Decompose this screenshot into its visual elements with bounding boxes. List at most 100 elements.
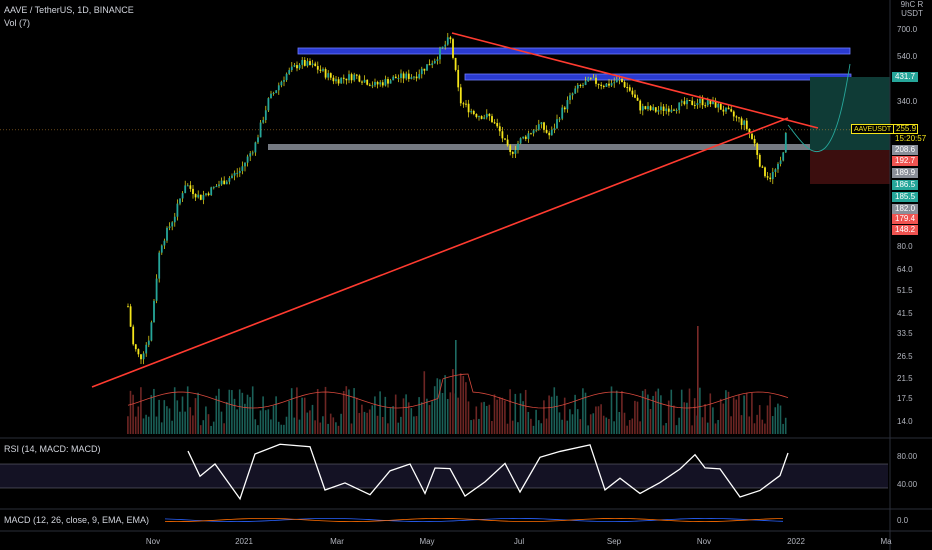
candle-body <box>358 75 361 82</box>
candle-body <box>449 37 452 40</box>
candle-body <box>197 194 200 198</box>
candle-body <box>758 154 761 167</box>
volume-bar <box>290 388 293 434</box>
volume-bar <box>745 392 748 434</box>
volume-bar <box>283 424 285 434</box>
volume-bar <box>405 394 407 434</box>
candle-body <box>171 222 174 227</box>
candle-body <box>316 66 319 70</box>
candle-body <box>387 79 389 84</box>
volume-bar <box>678 417 680 434</box>
candle-body <box>155 278 158 301</box>
rsi-band <box>0 464 888 488</box>
candle-body <box>623 82 626 88</box>
time-axis-tick: Nov <box>697 537 711 546</box>
volume-bar <box>540 423 543 434</box>
candle-body <box>470 110 473 113</box>
candle-body <box>748 128 751 134</box>
volume-bar <box>756 414 758 434</box>
volume-bar <box>631 418 634 434</box>
volume-bar <box>522 401 524 434</box>
price-label: 255.9 <box>892 124 918 134</box>
volume-bar <box>348 389 350 434</box>
candle-body <box>186 185 189 187</box>
volume-bar <box>706 422 709 434</box>
volume-bar <box>303 397 306 434</box>
volume-bar <box>400 416 402 434</box>
volume-bar <box>389 407 392 434</box>
candle-body <box>361 81 363 83</box>
price-axis-tick: 51.5 <box>897 286 913 295</box>
volume-bar <box>186 386 189 434</box>
volume-bar <box>735 399 738 434</box>
volume-bar <box>691 425 693 434</box>
price-axis-tick: 340.0 <box>897 97 918 106</box>
candle-body <box>335 79 337 82</box>
volume-bar <box>452 369 454 434</box>
candle-body <box>306 61 309 66</box>
volume-bar <box>228 389 231 434</box>
candle-body <box>636 97 639 101</box>
candle-body <box>701 98 704 106</box>
candle-body <box>452 39 454 58</box>
volume-bar <box>688 388 691 434</box>
volume-bar <box>197 392 199 434</box>
candle-body <box>732 111 735 117</box>
volume-bar <box>571 414 574 434</box>
volume-bar <box>368 409 371 434</box>
volume-bar <box>498 397 501 434</box>
candle-body <box>407 73 410 79</box>
volume-bar <box>134 416 137 434</box>
volume-bar <box>319 422 322 434</box>
candle-body <box>296 65 298 69</box>
volume-bar <box>579 419 582 434</box>
volume-bar <box>231 390 233 434</box>
rsi-axis-tick: 40.00 <box>897 480 918 489</box>
price-label: 148.2 <box>892 225 918 235</box>
volume-bar <box>207 414 210 434</box>
volume-bar <box>324 386 327 434</box>
support-zone <box>268 144 810 150</box>
volume-bar <box>446 398 449 434</box>
candle-body <box>428 64 431 66</box>
volume-bar <box>699 387 701 434</box>
time-axis-tick: Sep <box>607 537 622 546</box>
volume-bar <box>132 394 134 434</box>
volume-bar <box>753 423 756 434</box>
volume-bar <box>558 412 561 434</box>
volume-bar <box>272 405 275 434</box>
volume-bar <box>298 419 301 434</box>
rsi-label: RSI (14, MACD: MACD) <box>4 444 101 454</box>
volume-bar <box>194 398 197 434</box>
volume-ma-line <box>127 373 789 409</box>
candle-body <box>379 82 382 85</box>
volume-bar <box>491 421 493 434</box>
volume-bar <box>693 398 696 434</box>
volume-bar <box>530 418 532 434</box>
volume-bar <box>249 397 251 434</box>
volume-bar <box>647 394 649 434</box>
candle-body <box>704 105 707 107</box>
candle-body <box>743 120 746 126</box>
candle-body <box>691 100 694 105</box>
price-axis-tick: 64.0 <box>897 265 913 274</box>
candle-body <box>522 136 525 139</box>
candle-body <box>223 180 226 185</box>
volume-bar <box>189 407 192 434</box>
candle-body <box>137 349 140 355</box>
currency-corner[interactable]: 9hC R USDT <box>897 0 927 18</box>
candle-body <box>719 103 722 110</box>
candle-body <box>381 82 384 86</box>
volume-bar <box>740 415 743 434</box>
candle-body <box>446 37 449 45</box>
candle-body <box>519 138 522 144</box>
volume-bar <box>433 386 436 434</box>
volume-bar <box>597 406 600 434</box>
candle-body <box>233 172 236 176</box>
volume-bar <box>465 382 467 434</box>
volume-bar <box>441 392 444 434</box>
candle-body <box>251 152 254 154</box>
candle-body <box>652 107 655 111</box>
candle-body <box>199 194 202 200</box>
